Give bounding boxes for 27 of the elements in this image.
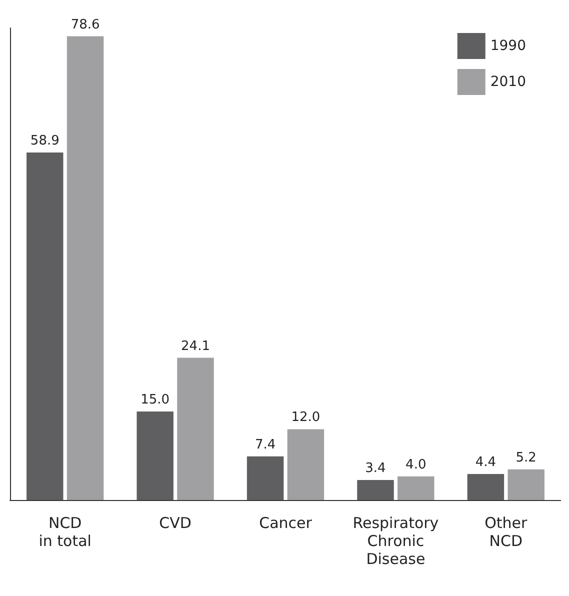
- legend-label: 2010: [490, 74, 526, 90]
- x-tick-label: CVD: [159, 514, 192, 532]
- data-label: 4.4: [475, 455, 496, 470]
- data-label: 58.9: [30, 133, 60, 148]
- bar: [66, 36, 104, 500]
- data-label: 7.4: [254, 437, 276, 452]
- legend-label: 1990: [490, 38, 526, 54]
- data-label: 3.4: [365, 460, 386, 476]
- bar: [467, 474, 504, 500]
- data-label: 15.0: [140, 392, 170, 408]
- x-tick-label: Respiratory Chronic Disease: [352, 514, 439, 568]
- bar: [177, 358, 214, 500]
- data-label: 4.0: [406, 457, 426, 472]
- data-label: 24.1: [181, 338, 210, 354]
- bar: [357, 480, 394, 500]
- data-label: 5.2: [516, 450, 536, 466]
- bar: [136, 412, 174, 500]
- bar: [287, 429, 324, 500]
- bar: [508, 469, 544, 500]
- x-tick-label: Cancer: [259, 514, 313, 532]
- data-label: 12.0: [291, 410, 320, 426]
- bar: [26, 152, 64, 500]
- x-tick-label: NCD in total: [38, 514, 92, 550]
- bar: [246, 456, 284, 500]
- data-label: 78.6: [70, 17, 100, 32]
- x-tick-label: Other NCD: [484, 514, 528, 550]
- bar: [398, 476, 434, 500]
